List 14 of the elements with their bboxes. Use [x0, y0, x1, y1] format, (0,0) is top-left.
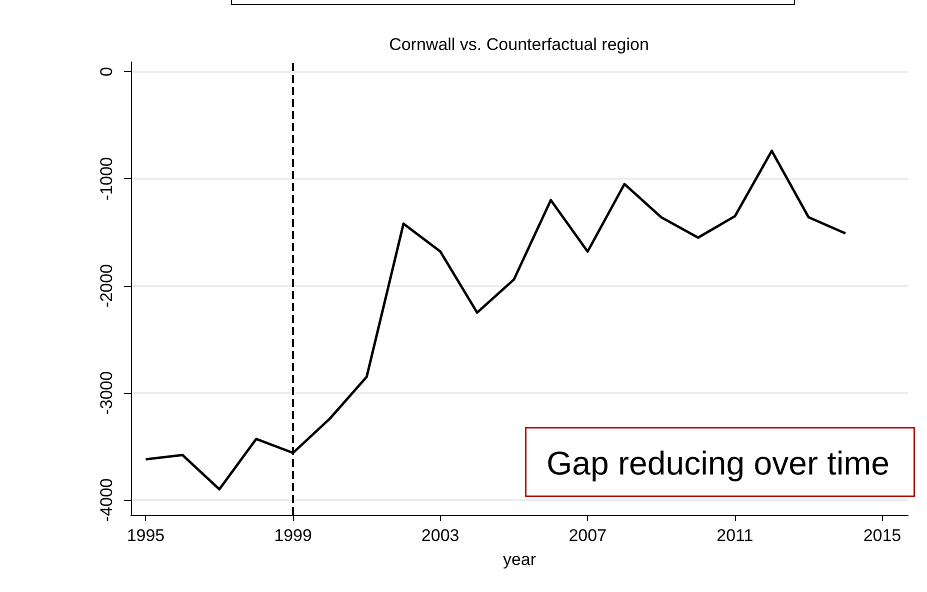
- x-axis-title: year: [502, 550, 536, 569]
- y-tick-label: -2000: [97, 264, 116, 308]
- x-tick-label: 2007: [568, 526, 607, 545]
- y-tick-label: -1000: [97, 156, 116, 200]
- chart-title: Cornwall vs. Counterfactual region: [389, 35, 649, 54]
- y-tick-label: 0: [97, 66, 116, 76]
- x-tick-label: 2003: [421, 526, 460, 545]
- x-tick-label: 2011: [716, 526, 754, 545]
- x-tick-label: 1995: [126, 526, 165, 545]
- x-tick-label: 2015: [863, 526, 902, 545]
- annotation: Gap reducing over time: [546, 444, 890, 482]
- y-tick-label: -3000: [97, 371, 116, 415]
- y-tick-label: -4000: [97, 478, 116, 522]
- x-tick-label: 1999: [274, 526, 312, 545]
